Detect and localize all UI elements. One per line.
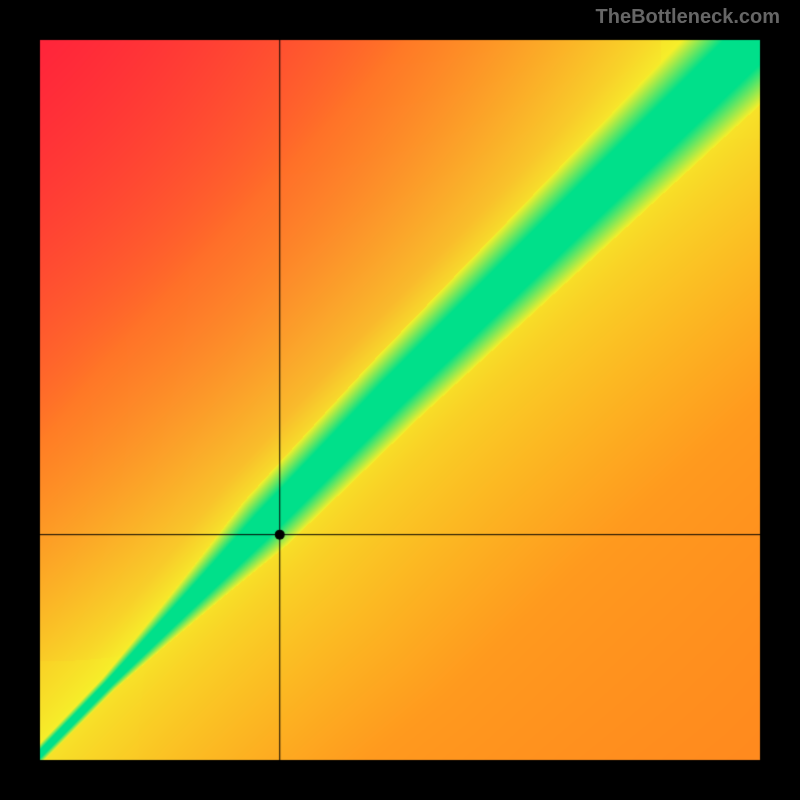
attribution-label: TheBottleneck.com xyxy=(596,6,780,29)
bottleneck-heatmap xyxy=(0,0,800,800)
chart-container: TheBottleneck.com xyxy=(0,0,800,800)
